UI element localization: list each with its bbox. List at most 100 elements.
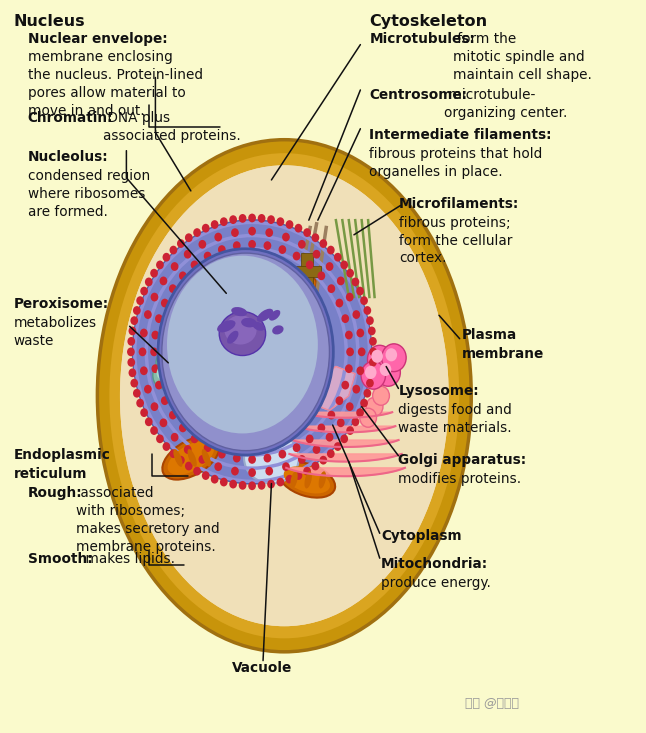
Ellipse shape xyxy=(109,152,461,639)
Text: membrane: membrane xyxy=(463,347,545,361)
Text: condensed region
where ribosomes
are formed.: condensed region where ribosomes are for… xyxy=(28,169,150,218)
Text: modifies proteins.: modifies proteins. xyxy=(399,472,521,486)
Circle shape xyxy=(313,445,320,454)
Circle shape xyxy=(278,450,286,459)
Circle shape xyxy=(214,463,222,471)
Text: produce energy.: produce energy. xyxy=(381,575,491,590)
Circle shape xyxy=(266,467,273,476)
Polygon shape xyxy=(304,366,355,410)
Circle shape xyxy=(229,479,237,488)
Text: Peroxisome:: Peroxisome: xyxy=(14,297,109,311)
Ellipse shape xyxy=(133,220,371,484)
Ellipse shape xyxy=(231,307,247,316)
Ellipse shape xyxy=(318,471,326,488)
Text: reticulum: reticulum xyxy=(14,467,87,481)
Circle shape xyxy=(171,433,178,441)
Circle shape xyxy=(187,377,200,392)
Text: Nucleus: Nucleus xyxy=(14,14,85,29)
Circle shape xyxy=(282,463,290,471)
Circle shape xyxy=(346,402,353,411)
Circle shape xyxy=(334,442,342,451)
Text: 知乎 @李春磊: 知乎 @李春磊 xyxy=(465,697,519,710)
Circle shape xyxy=(179,271,187,280)
Text: fibrous proteins;
form the cellular
cortex.: fibrous proteins; form the cellular cort… xyxy=(399,216,512,265)
Text: Nuclear envelope:: Nuclear envelope: xyxy=(28,32,167,46)
Circle shape xyxy=(366,397,383,416)
Circle shape xyxy=(151,402,158,411)
Circle shape xyxy=(220,217,227,226)
Circle shape xyxy=(364,388,371,397)
Circle shape xyxy=(248,455,256,464)
Circle shape xyxy=(335,397,343,405)
Circle shape xyxy=(382,344,406,372)
Text: Smooth:: Smooth: xyxy=(28,553,92,567)
Circle shape xyxy=(328,284,335,293)
Text: Golgi apparatus:: Golgi apparatus: xyxy=(399,453,526,467)
Circle shape xyxy=(233,454,240,463)
Circle shape xyxy=(140,287,148,295)
Circle shape xyxy=(340,435,348,443)
Circle shape xyxy=(368,326,376,335)
Circle shape xyxy=(231,467,239,476)
Circle shape xyxy=(276,217,284,226)
Circle shape xyxy=(171,262,178,271)
Circle shape xyxy=(337,419,344,427)
Circle shape xyxy=(151,347,158,356)
Circle shape xyxy=(145,278,152,287)
Circle shape xyxy=(156,435,164,443)
Circle shape xyxy=(306,260,313,269)
Circle shape xyxy=(258,214,266,223)
Ellipse shape xyxy=(120,166,449,626)
Circle shape xyxy=(264,241,271,250)
Circle shape xyxy=(303,228,311,237)
Circle shape xyxy=(130,316,138,325)
Circle shape xyxy=(184,445,192,454)
Circle shape xyxy=(258,481,266,490)
Circle shape xyxy=(150,269,158,278)
Circle shape xyxy=(365,366,377,379)
Ellipse shape xyxy=(278,274,317,298)
Circle shape xyxy=(360,399,368,408)
Circle shape xyxy=(320,456,327,465)
Circle shape xyxy=(340,260,348,269)
Circle shape xyxy=(230,377,243,392)
Circle shape xyxy=(216,377,229,392)
Circle shape xyxy=(145,417,152,426)
Circle shape xyxy=(244,392,257,407)
Circle shape xyxy=(345,364,353,373)
Circle shape xyxy=(229,216,237,224)
Circle shape xyxy=(298,455,306,464)
Circle shape xyxy=(327,246,335,254)
Circle shape xyxy=(326,433,333,441)
Ellipse shape xyxy=(290,471,298,488)
Circle shape xyxy=(163,442,171,451)
Circle shape xyxy=(311,233,319,242)
Circle shape xyxy=(136,399,144,408)
Circle shape xyxy=(366,316,374,325)
Circle shape xyxy=(267,216,275,224)
Circle shape xyxy=(130,379,138,388)
Circle shape xyxy=(203,443,211,452)
Circle shape xyxy=(328,410,335,419)
Polygon shape xyxy=(299,412,392,418)
Polygon shape xyxy=(293,440,399,447)
Circle shape xyxy=(317,271,325,280)
Circle shape xyxy=(184,250,192,259)
Ellipse shape xyxy=(162,436,220,479)
Circle shape xyxy=(179,424,187,432)
Circle shape xyxy=(164,364,188,391)
Text: Mitochondria:: Mitochondria: xyxy=(381,557,488,571)
Text: Intermediate filaments:: Intermediate filaments: xyxy=(370,128,552,142)
Circle shape xyxy=(335,298,343,307)
Text: digests food and
waste materials.: digests food and waste materials. xyxy=(399,403,512,435)
Circle shape xyxy=(156,349,180,377)
Circle shape xyxy=(153,361,177,389)
Text: Endoplasmic: Endoplasmic xyxy=(14,449,110,463)
Circle shape xyxy=(202,377,214,392)
Ellipse shape xyxy=(167,256,318,433)
Polygon shape xyxy=(289,454,402,462)
Circle shape xyxy=(313,250,320,259)
Ellipse shape xyxy=(244,432,299,484)
Circle shape xyxy=(248,482,256,490)
Circle shape xyxy=(346,347,354,356)
